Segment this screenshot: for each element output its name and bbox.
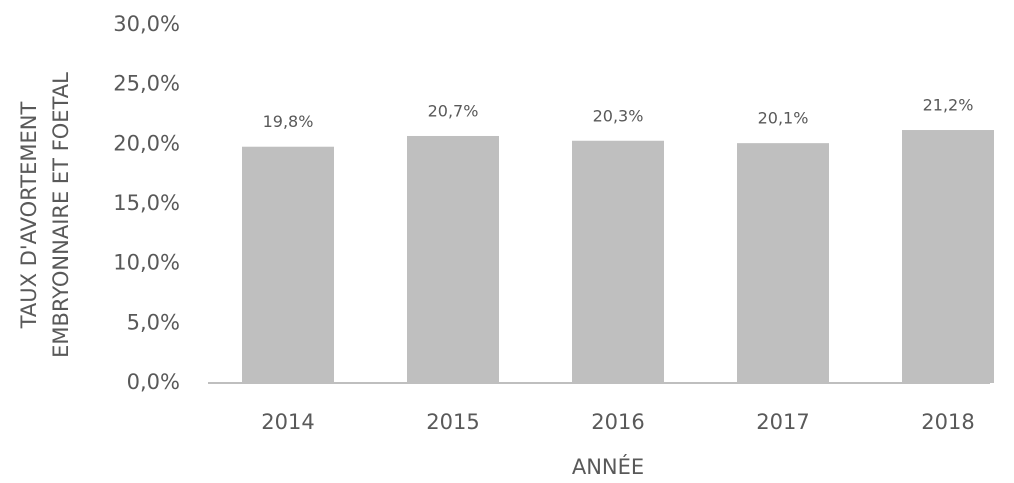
y-axis-title-line: EMBRYONNAIRE ET FOETAL	[49, 72, 73, 358]
y-tick-label: 20,0%	[113, 131, 180, 155]
x-tick-label: 2017	[756, 410, 809, 434]
bar	[242, 146, 334, 383]
y-axis-title-line: TAUX D'AVORTEMENT	[17, 102, 41, 330]
y-tick-label: 30,0%	[113, 12, 180, 36]
y-tick-label: 25,0%	[113, 72, 180, 96]
y-tick-label: 15,0%	[113, 191, 180, 215]
x-tick-label: 2016	[591, 410, 644, 434]
bar	[737, 143, 829, 383]
data-label: 19,8%	[263, 112, 314, 131]
data-label: 21,2%	[923, 96, 974, 115]
y-tick-label: 5,0%	[127, 310, 180, 334]
y-tick-label: 10,0%	[113, 251, 180, 275]
x-tick-label: 2018	[921, 410, 974, 434]
bar	[902, 130, 994, 383]
y-tick-label: 0,0%	[127, 370, 180, 394]
data-label: 20,7%	[428, 101, 479, 120]
data-label: 20,3%	[593, 106, 644, 125]
bar	[407, 135, 499, 383]
y-axis-title: TAUX D'AVORTEMENT EMBRYONNAIRE ET FOETAL	[17, 72, 73, 358]
data-label: 20,1%	[758, 109, 809, 128]
bar	[572, 140, 664, 383]
x-tick-label: 2014	[261, 410, 314, 434]
x-axis-title: ANNÉE	[572, 454, 644, 479]
x-tick-label: 2015	[426, 410, 479, 434]
